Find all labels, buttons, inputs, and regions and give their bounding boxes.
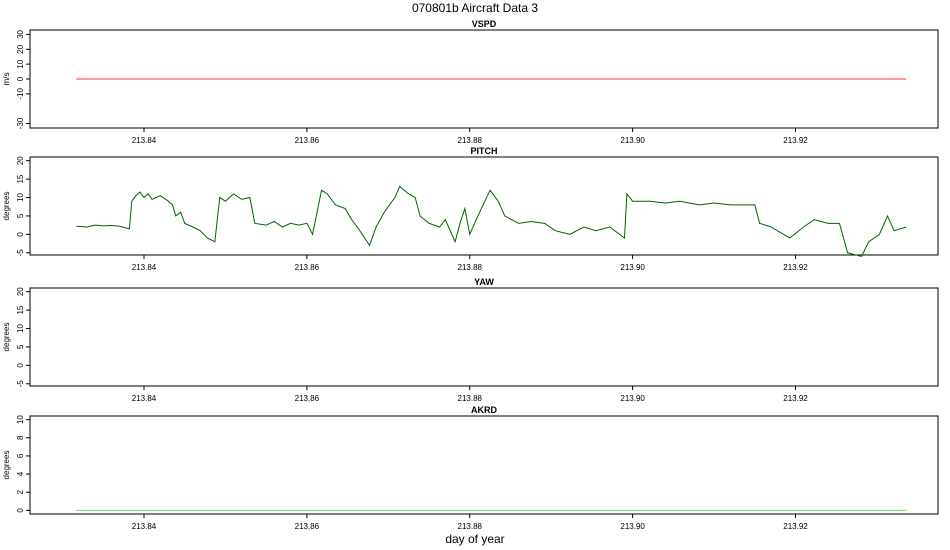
y-tick-label: 0	[16, 76, 25, 81]
x-tick-label: 213.88	[458, 522, 483, 531]
x-tick-label: 213.92	[783, 394, 808, 403]
x-tick-label: 213.90	[620, 522, 645, 531]
x-tick-label: 213.92	[783, 263, 808, 272]
y-tick-label: 8	[16, 435, 25, 440]
x-tick-label: 213.86	[295, 522, 320, 531]
y-tick-label: 2	[16, 489, 25, 494]
x-tick-label: 213.90	[620, 263, 645, 272]
y-tick-label: -30	[16, 117, 25, 129]
y-tick-label: 10	[16, 415, 25, 424]
y-tick-label: 20	[16, 156, 25, 165]
y-axis-label: m/s	[2, 73, 11, 86]
y-tick-label: -5	[16, 380, 25, 388]
figure-title: 070801b Aircraft Data 3	[412, 1, 538, 15]
y-axis-label: degrees	[2, 192, 11, 221]
data-line	[76, 185, 907, 258]
x-tick-label: 213.84	[132, 522, 157, 531]
x-tick-label: 213.84	[132, 136, 157, 145]
y-tick-label: 5	[16, 344, 25, 349]
plot-frame	[29, 287, 939, 387]
x-tick-label: 213.88	[458, 394, 483, 403]
y-tick-label: 30	[16, 29, 25, 38]
panel-title: YAW	[474, 277, 494, 287]
x-tick-label: 213.90	[620, 136, 645, 145]
x-tick-label: 213.84	[132, 263, 157, 272]
x-tick-label: 213.88	[458, 136, 483, 145]
panel-title: AKRD	[471, 405, 497, 415]
y-tick-label: 10	[16, 59, 25, 68]
x-tick-label: 213.92	[783, 522, 808, 531]
x-tick-label: 213.84	[132, 394, 157, 403]
y-tick-label: 6	[16, 453, 25, 458]
x-tick-label: 213.86	[295, 394, 320, 403]
x-tick-label: 213.92	[783, 136, 808, 145]
y-tick-label: 10	[16, 324, 25, 333]
y-tick-label: 5	[16, 213, 25, 218]
panel-title: PITCH	[471, 146, 498, 156]
plot-frame	[29, 156, 939, 256]
x-tick-label: 213.88	[458, 263, 483, 272]
y-tick-label: 10	[16, 193, 25, 202]
y-tick-label: 4	[16, 471, 25, 476]
y-tick-label: 15	[16, 305, 25, 314]
panel-title: VSPD	[472, 19, 497, 29]
x-tick-label: 213.90	[620, 394, 645, 403]
y-tick-label: 0	[16, 508, 25, 513]
y-tick-label: 15	[16, 174, 25, 183]
x-axis-label: day of year	[445, 532, 504, 546]
y-tick-label: 20	[16, 44, 25, 53]
x-tick-label: 213.86	[295, 136, 320, 145]
y-tick-label: 0	[16, 363, 25, 368]
y-axis-label: degrees	[2, 451, 11, 480]
y-tick-label: 20	[16, 287, 25, 296]
x-tick-label: 213.86	[295, 263, 320, 272]
y-axis-label: degrees	[2, 323, 11, 352]
plot-frame	[29, 415, 939, 515]
y-tick-label: -10	[16, 88, 25, 100]
y-tick-label: -5	[16, 249, 25, 257]
y-tick-label: 0	[16, 232, 25, 237]
